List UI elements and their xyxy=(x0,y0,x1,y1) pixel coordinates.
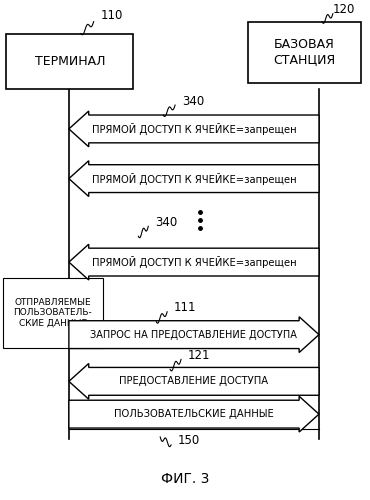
Polygon shape xyxy=(69,160,319,196)
FancyBboxPatch shape xyxy=(6,34,134,89)
FancyBboxPatch shape xyxy=(248,22,361,83)
Text: ОТПРАВЛЯЕМЫЕ
ПОЛЬЗОВАТЕЛЬ-
СКИЕ ДАННЫЕ: ОТПРАВЛЯЕМЫЕ ПОЛЬЗОВАТЕЛЬ- СКИЕ ДАННЫЕ xyxy=(14,298,92,328)
Text: 110: 110 xyxy=(101,9,123,22)
Text: ФИГ. 3: ФИГ. 3 xyxy=(161,472,209,486)
Text: ПРЕДОСТАВЛЕНИЕ ДОСТУПА: ПРЕДОСТАВЛЕНИЕ ДОСТУПА xyxy=(120,376,269,386)
Text: ТЕРМИНАЛ: ТЕРМИНАЛ xyxy=(35,55,105,68)
Text: 340: 340 xyxy=(182,94,204,108)
Text: ПОЛЬЗОВАТЕЛЬСКИЕ ДАННЫЕ: ПОЛЬЗОВАТЕЛЬСКИЕ ДАННЫЕ xyxy=(114,409,274,419)
Text: БАЗОВАЯ
СТАНЦИЯ: БАЗОВАЯ СТАНЦИЯ xyxy=(273,38,335,66)
Text: ПРЯМОЙ ДОСТУП К ЯЧЕЙКЕ=запрещен: ПРЯМОЙ ДОСТУП К ЯЧЕЙКЕ=запрещен xyxy=(92,123,296,135)
Polygon shape xyxy=(69,244,319,280)
Polygon shape xyxy=(69,111,319,147)
Text: 150: 150 xyxy=(178,434,200,448)
Text: 121: 121 xyxy=(188,349,211,362)
FancyBboxPatch shape xyxy=(3,278,102,347)
Polygon shape xyxy=(69,317,319,352)
Polygon shape xyxy=(69,396,319,432)
Polygon shape xyxy=(69,364,319,399)
Text: ЗАПРОС НА ПРЕДОСТАВЛЕНИЕ ДОСТУПА: ЗАПРОС НА ПРЕДОСТАВЛЕНИЕ ДОСТУПА xyxy=(91,330,297,340)
Text: ПРЯМОЙ ДОСТУП К ЯЧЕЙКЕ=запрещен: ПРЯМОЙ ДОСТУП К ЯЧЕЙКЕ=запрещен xyxy=(92,256,296,268)
Text: 111: 111 xyxy=(174,302,196,314)
Text: 120: 120 xyxy=(333,3,355,16)
Text: ПРЯМОЙ ДОСТУП К ЯЧЕЙКЕ=запрещен: ПРЯМОЙ ДОСТУП К ЯЧЕЙКЕ=запрещен xyxy=(92,172,296,184)
Text: 340: 340 xyxy=(155,216,178,229)
